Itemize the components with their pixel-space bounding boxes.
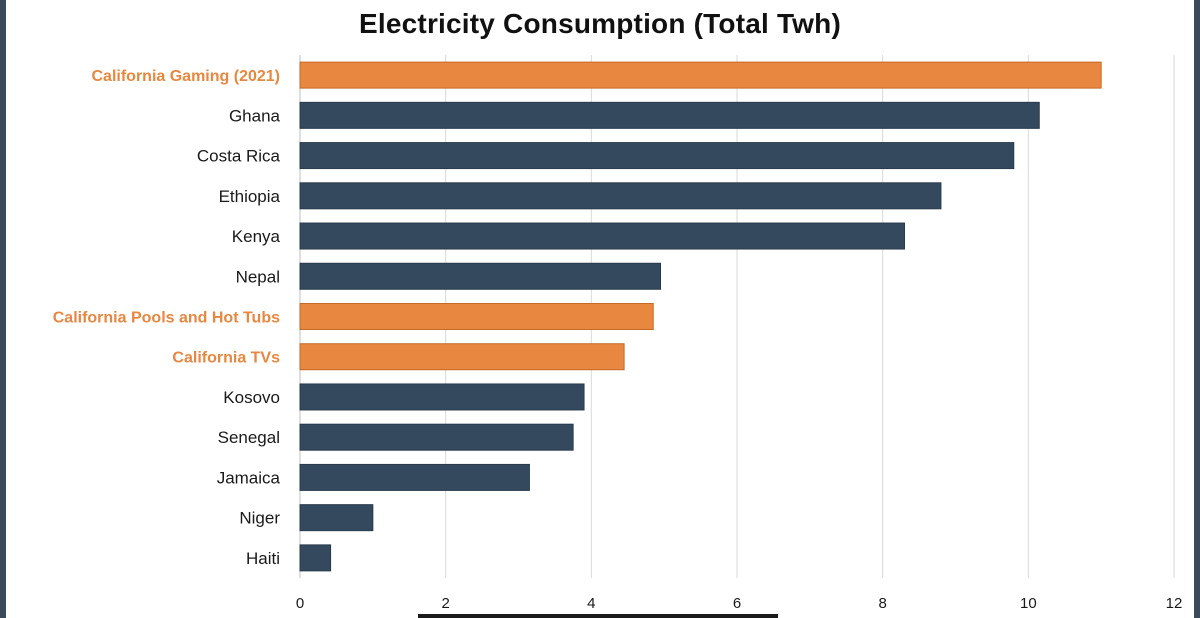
bar-kosovo bbox=[299, 383, 585, 411]
bar-ghana bbox=[299, 101, 1040, 129]
category-label: Haiti bbox=[246, 549, 280, 568]
category-label: California Gaming (2021) bbox=[92, 68, 281, 85]
category-label: California TVs bbox=[172, 350, 280, 367]
x-tick-label: 6 bbox=[733, 595, 741, 612]
bar-niger bbox=[299, 504, 374, 532]
x-tick-label: 0 bbox=[296, 595, 304, 612]
bar-california-gaming-2021 bbox=[299, 61, 1102, 89]
category-label: Senegal bbox=[218, 428, 280, 447]
bar-costa-rica bbox=[299, 142, 1015, 170]
bar-jamaica bbox=[299, 463, 530, 491]
bar-california-tvs bbox=[299, 343, 625, 371]
category-label: California Pools and Hot Tubs bbox=[53, 310, 280, 327]
category-label: Kenya bbox=[232, 227, 281, 246]
bar-california-pools-and-hot-tubs bbox=[299, 303, 654, 330]
x-tick-label: 12 bbox=[1166, 595, 1183, 612]
bottom-divider bbox=[418, 614, 778, 618]
frame-left-border bbox=[0, 0, 6, 618]
frame-right-border bbox=[1194, 0, 1200, 618]
category-label: Ghana bbox=[229, 106, 281, 125]
bar-nepal bbox=[299, 262, 662, 290]
x-tick-label: 2 bbox=[441, 595, 449, 612]
x-tick-label: 4 bbox=[587, 595, 595, 612]
bar-haiti bbox=[299, 544, 332, 572]
bar-kenya bbox=[299, 222, 906, 250]
category-label: Costa Rica bbox=[197, 147, 281, 166]
category-label: Niger bbox=[239, 509, 280, 528]
x-tick-label: 8 bbox=[878, 595, 886, 612]
category-label: Jamaica bbox=[217, 468, 281, 487]
bar-ethiopia bbox=[299, 182, 942, 210]
category-label: Kosovo bbox=[223, 388, 280, 407]
category-label: Nepal bbox=[236, 267, 280, 286]
bar-senegal bbox=[299, 423, 574, 451]
chart-title: Electricity Consumption (Total Twh) bbox=[359, 8, 841, 39]
x-tick-label: 10 bbox=[1020, 595, 1037, 612]
category-label: Ethiopia bbox=[219, 187, 281, 206]
